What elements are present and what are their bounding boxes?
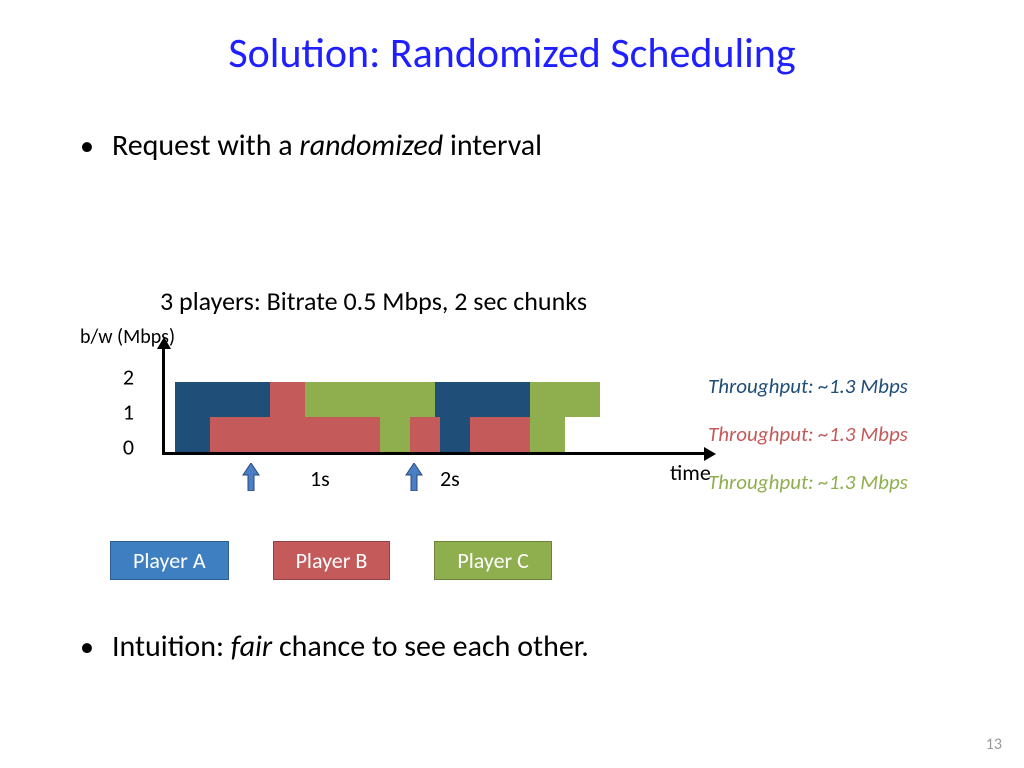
up-arrow-icon <box>242 463 260 491</box>
page-number: 13 <box>986 735 1002 754</box>
legend-item: Player A <box>110 541 229 580</box>
throughput-list: Throughput: ~1.3 Mbps Throughput: ~1.3 Mb… <box>708 373 908 517</box>
y-axis-arrow-icon <box>157 337 171 349</box>
bullet-1-post: interval <box>443 127 542 164</box>
slide-title: Solution: Randomized Scheduling <box>0 0 1024 79</box>
bullet-1-em: randomized <box>299 127 443 164</box>
x-axis <box>162 452 706 455</box>
up-arrow-icon <box>405 463 423 491</box>
legend: Player A Player B Player C <box>110 541 552 580</box>
bullet-2-post: chance to see each other. <box>272 628 589 665</box>
bar-segment <box>380 417 410 452</box>
y-tick: 0 <box>123 434 134 461</box>
legend-item: Player B <box>273 541 391 580</box>
bar-segment <box>530 382 600 417</box>
bullet-2-em: fair <box>231 628 272 665</box>
bar-segments <box>165 382 565 452</box>
legend-item: Player C <box>434 541 552 580</box>
y-tick: 1 <box>123 399 134 426</box>
bullet-2-pre: Intuition: <box>112 628 231 665</box>
throughput-line: Throughput: ~1.3 Mbps <box>708 373 908 399</box>
bar-segment <box>440 417 470 452</box>
y-axis-label: b/w (Mbps) <box>80 325 960 349</box>
x-tick: 2s <box>440 465 460 492</box>
time-axis-label: time <box>670 459 711 486</box>
bullet-1-pre: Request with a <box>112 127 299 164</box>
bar-segment <box>410 417 440 452</box>
y-tick: 2 <box>123 364 134 391</box>
x-tick: 1s <box>310 465 330 492</box>
bullet-1: Request with a randomized interval <box>80 127 1024 164</box>
chart-area: 210 1s2s time <box>110 355 710 485</box>
bar-segment <box>305 382 435 417</box>
bar-segment <box>270 382 305 417</box>
throughput-line: Throughput: ~1.3 Mbps <box>708 469 908 495</box>
chart-container: 3 players: Bitrate 0.5 Mbps, 2 sec chunk… <box>80 285 960 485</box>
chart-caption: 3 players: Bitrate 0.5 Mbps, 2 sec chunk… <box>160 285 960 317</box>
axes <box>162 347 692 455</box>
throughput-line: Throughput: ~1.3 Mbps <box>708 421 908 447</box>
bar-segment <box>435 382 530 417</box>
bar-segment <box>210 417 380 452</box>
bar-segment <box>530 417 565 452</box>
bullet-2: Intuition: fair chance to see each other… <box>80 628 589 665</box>
bar-segment <box>470 417 530 452</box>
